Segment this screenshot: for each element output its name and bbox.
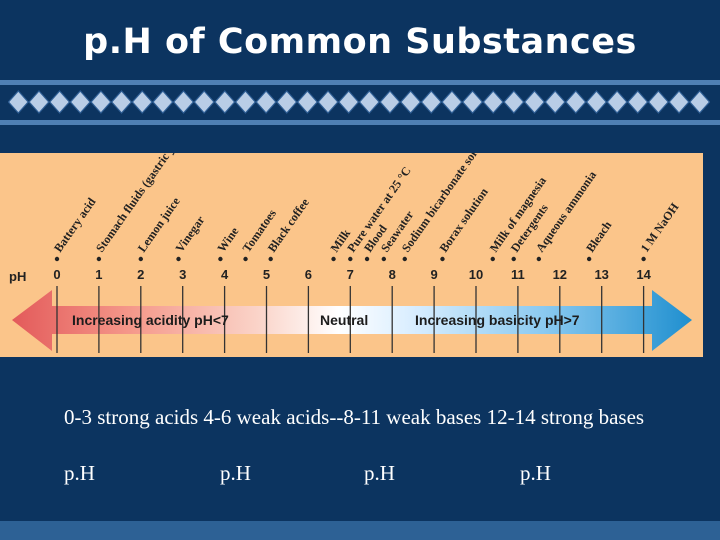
ornament-diamond: [668, 90, 690, 114]
ornament-diamond: [214, 90, 236, 114]
substance-marker: [138, 256, 143, 262]
slide-title: p.H of Common Substances: [83, 22, 637, 62]
ph-tick-label: 3: [179, 267, 186, 282]
substance-marker: [402, 256, 407, 262]
footer-bar: [0, 521, 720, 540]
substance-marker: [364, 256, 370, 262]
substance-marker: [218, 256, 223, 262]
substance-marker: [381, 256, 387, 262]
ph-tick-label: 13: [594, 267, 608, 282]
ornament-diamond: [379, 90, 401, 114]
ph-tick-label: 12: [553, 267, 567, 282]
substance-marker: [176, 256, 181, 262]
substance-marker: [586, 256, 592, 262]
top-divider: [0, 80, 720, 85]
basicity-label: Increasing basicity pH>7: [415, 312, 580, 328]
ph-gradient-arrow: [12, 290, 692, 351]
ph-tick-label: 6: [305, 267, 312, 282]
ph-tick-label: 5: [263, 267, 270, 282]
ornament-diamond: [69, 90, 91, 114]
ph-tick-label: 0: [53, 267, 60, 282]
ornament-diamond: [234, 90, 257, 114]
ph-tick-label: 7: [347, 267, 354, 282]
ornament-diamond: [90, 90, 112, 114]
ornament-diamond: [317, 90, 339, 114]
ornament-diamond: [193, 90, 215, 114]
substance-marker: [490, 256, 495, 262]
ornament-diamond: [482, 90, 504, 114]
ph-tick-label: 1: [95, 267, 102, 282]
ornament-diamond: [544, 90, 566, 114]
ph-label-1: p.H: [64, 461, 95, 485]
acidity-label: Increasing acidity pH<7: [72, 312, 229, 328]
ornament-diamond: [338, 90, 360, 114]
neutral-label: Neutral: [320, 312, 368, 328]
ornament-diamond: [420, 90, 442, 114]
ornament-diamond: [28, 90, 50, 114]
ornament-diamond: [585, 90, 608, 114]
ornament-diamond: [8, 90, 29, 114]
ornament-diamond: [172, 90, 195, 114]
ornament-diamond: [131, 90, 153, 114]
substance-marker: [536, 256, 542, 262]
ornament-diamond: [276, 90, 298, 114]
ph-tick-label: 11: [511, 267, 525, 282]
ornament-diamond: [461, 90, 484, 114]
ornament-diamond: [441, 90, 463, 114]
substance-marker: [243, 256, 248, 262]
substance-marker: [440, 256, 445, 262]
ornament-diamond: [647, 90, 670, 114]
ph-tick-label: 8: [389, 267, 396, 282]
ph-tick-label: 9: [430, 267, 437, 282]
ornament-diamond: [689, 90, 710, 114]
ornament-diamond: [606, 90, 628, 114]
ph-tick-label: 14: [636, 267, 651, 282]
diamond-ornament: [8, 90, 710, 114]
ph-axis-label: pH: [9, 269, 26, 284]
ornament-diamond: [110, 90, 133, 114]
ornament-diamond: [565, 90, 587, 114]
ornament-diamond: [523, 90, 546, 114]
ornament-diamond: [503, 90, 525, 114]
ornament-diamond: [48, 90, 71, 114]
substance-marker: [511, 256, 516, 262]
substance-marker: [96, 256, 102, 262]
ph-caption: 0-3 strong acids 4-6 weak acids--8-11 we…: [64, 405, 645, 429]
ornament-diamond: [358, 90, 380, 114]
ornament-diamond: [255, 90, 277, 114]
ornament-diamond: [399, 90, 422, 114]
bottom-divider: [0, 120, 720, 125]
ph-tick-label: 2: [137, 267, 144, 282]
substance-marker: [641, 256, 646, 262]
substance-marker: [331, 256, 336, 262]
substance-marker: [348, 256, 353, 262]
ornament-diamond: [152, 90, 174, 114]
ph-tick-label: 4: [221, 267, 229, 282]
substance-marker: [54, 256, 60, 262]
ornament-diamond: [296, 90, 319, 114]
ornament-diamond: [627, 90, 649, 114]
ph-label-4: p.H: [520, 461, 551, 485]
ph-label-2: p.H: [220, 461, 251, 485]
ph-label-3: p.H: [364, 461, 395, 485]
substance-marker: [268, 256, 273, 262]
ph-tick-label: 10: [469, 267, 483, 282]
